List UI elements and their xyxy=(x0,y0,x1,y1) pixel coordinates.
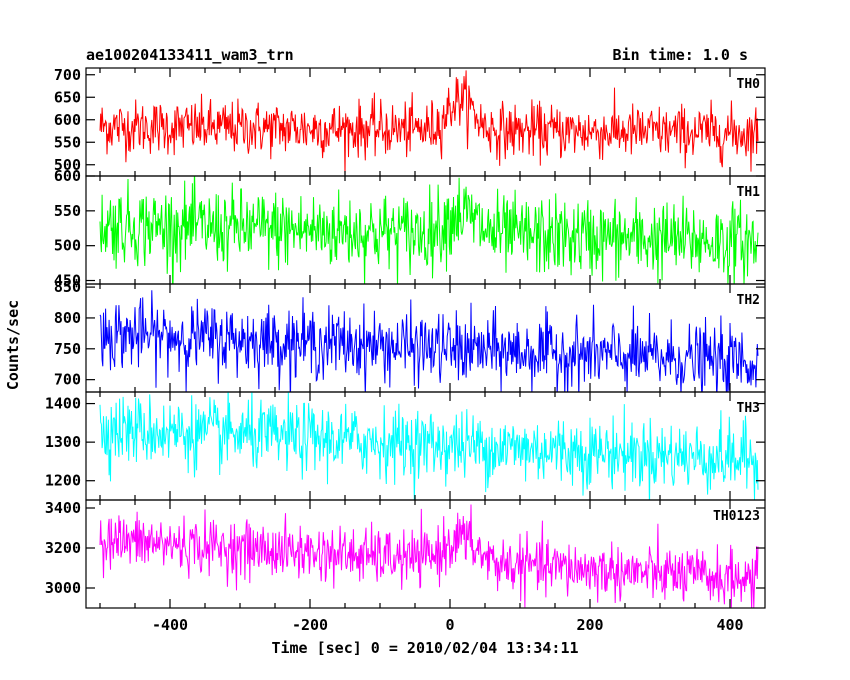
y-tick-label: 500 xyxy=(54,237,81,255)
y-tick-label: 600 xyxy=(54,111,81,129)
x-tick-label: -200 xyxy=(292,616,328,634)
y-tick-label: 3000 xyxy=(45,579,81,597)
bin-time-label: Bin time: 1.0 s xyxy=(613,46,748,64)
y-tick-label: 550 xyxy=(54,202,81,220)
series-line-th3 xyxy=(99,392,759,500)
series-line-th0 xyxy=(99,70,759,176)
y-tick-label: 1400 xyxy=(45,395,81,413)
panel-th0: 500 550 600 650 700 TH0 xyxy=(54,66,766,177)
x-tick-label: -400 xyxy=(152,616,188,634)
panel-label-th0123: TH0123 xyxy=(713,509,760,524)
y-tick-label: 500 xyxy=(54,156,81,174)
series-line-th1 xyxy=(99,176,759,284)
panel-frame xyxy=(85,499,766,609)
y-tick-label: 800 xyxy=(54,309,81,327)
y-tick-label: 1200 xyxy=(45,472,81,490)
panels: 500 550 600 650 700 TH0 450 500 550 600 TH1 700 750 8… xyxy=(45,66,766,609)
panel-th3: 1200 1300 1400 TH3 xyxy=(45,391,766,501)
y-tick-label: 700 xyxy=(54,66,81,84)
panel-label-th2: TH2 xyxy=(737,293,760,308)
y-tick-label: 550 xyxy=(54,133,81,151)
panel-label-th1: TH1 xyxy=(737,185,761,200)
y-tick-label: 850 xyxy=(54,278,81,296)
panel-th2: 700 750 800 850 TH2 xyxy=(54,278,766,393)
y-tick-label: 1300 xyxy=(45,433,81,451)
y-tick-label: 650 xyxy=(54,88,81,106)
series-line-th0123 xyxy=(99,504,759,608)
x-tick-label: 400 xyxy=(716,616,743,634)
y-tick-label: 600 xyxy=(54,167,81,185)
y-tick-label: 750 xyxy=(54,340,81,358)
series-line-th2 xyxy=(99,290,759,392)
y-tick-label: 450 xyxy=(54,272,81,290)
panel-label-th0: TH0 xyxy=(737,77,761,92)
chart-title: ae100204133411_wam3_trn xyxy=(86,46,294,64)
x-tick-label: 0 xyxy=(445,616,454,634)
y-axis-label: Counts/sec xyxy=(4,300,22,390)
y-tick-label: 700 xyxy=(54,371,81,389)
x-axis-label: Time [sec] 0 = 2010/02/04 13:34:11 xyxy=(271,639,578,657)
panel-label-th3: TH3 xyxy=(737,401,760,416)
x-tick-label: 200 xyxy=(576,616,603,634)
y-tick-label: 3400 xyxy=(45,499,81,517)
x-axis: -400 -200 0 200 400 xyxy=(152,616,744,634)
panel-th1: 450 500 550 600 TH1 xyxy=(54,167,766,290)
panel-th0123: 3000 3200 3400 TH0123 xyxy=(45,499,766,609)
y-tick-label: 3200 xyxy=(45,539,81,557)
